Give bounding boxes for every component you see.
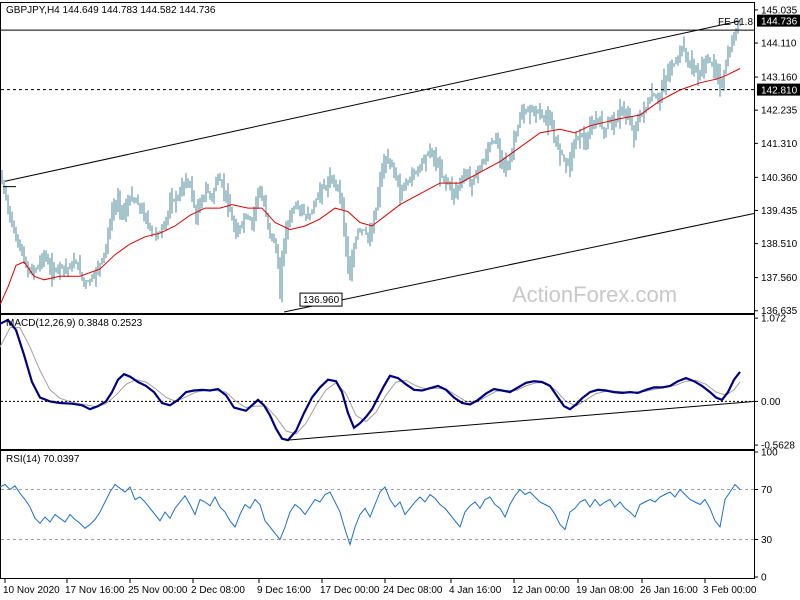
price-tick-label: 140.360 xyxy=(761,173,798,184)
macd-main-line xyxy=(0,318,741,442)
rsi-panel-frame xyxy=(0,450,755,579)
macd-signal-line xyxy=(0,327,741,435)
time-tick-label: 2 Dec 08:00 xyxy=(191,585,245,596)
channel-lower-line xyxy=(283,213,755,313)
last-price-tag: 144.736 xyxy=(757,14,800,28)
price-tick-label: 137.560 xyxy=(761,273,798,284)
rsi-line xyxy=(0,483,741,547)
rsi-y-axis: 100 70 30 0 xyxy=(1,448,778,584)
time-tick-label: 9 Dec 16:00 xyxy=(257,585,311,596)
price-tick-label: 136.635 xyxy=(761,306,798,317)
price-tick-label: 144.110 xyxy=(761,39,797,50)
low-annotation-label: 136.960 xyxy=(303,295,340,306)
macd-panel-frame xyxy=(0,314,755,450)
rsi-tick-label: 30 xyxy=(761,535,773,546)
time-tick-label: 25 Nov 00:00 xyxy=(128,585,188,596)
macd-trendline xyxy=(285,400,756,441)
price-tick-label: 145.035 xyxy=(761,5,798,16)
channel-upper-line xyxy=(4,20,741,182)
time-tick-label: 4 Jan 16:00 xyxy=(449,585,502,596)
price-panel-frame xyxy=(0,2,755,314)
last-price-tag-label: 144.736 xyxy=(761,17,798,28)
rsi-tick-label: 70 xyxy=(761,485,773,496)
level-tag-label: 142.810 xyxy=(761,86,798,97)
watermark: ActionForex.com xyxy=(512,282,677,307)
rsi-header: RSI(14) 70.0397 xyxy=(6,454,80,465)
level-tag: 142.810 xyxy=(757,83,800,97)
time-tick-label: 12 Jan 00:00 xyxy=(512,585,570,596)
time-tick-label: 3 Feb 00:00 xyxy=(703,585,757,596)
price-bars xyxy=(1,18,741,303)
time-axis: 10 Nov 2020 17 Nov 16:00 25 Nov 00:00 2 Dec… xyxy=(3,579,757,596)
macd-tick-label: 0.00 xyxy=(761,397,781,408)
time-tick-label: 17 Dec 00:00 xyxy=(320,585,380,596)
price-header: GBPJPY,H4 144.649 144.783 144.582 144.73… xyxy=(6,5,216,16)
time-tick-label: 24 Dec 08:00 xyxy=(383,585,443,596)
rsi-tick-label: 100 xyxy=(761,448,778,459)
price-tick-label: 141.310 xyxy=(761,139,798,150)
price-trendlines xyxy=(1,20,755,313)
macd-header: MACD(12,26,9) 0.3848 0.2523 xyxy=(6,318,143,329)
time-tick-label: 26 Jan 16:00 xyxy=(640,585,698,596)
macd-tick-label: -0.5628 xyxy=(761,441,795,452)
fib-label: FE 61.8 xyxy=(718,17,753,28)
price-tick-label: 143.160 xyxy=(761,73,798,84)
price-tick-label: 138.510 xyxy=(761,239,798,250)
price-tick-label: 142.235 xyxy=(761,106,798,117)
time-tick-label: 17 Nov 16:00 xyxy=(65,585,125,596)
price-y-axis: 145.035 144.110 143.160 142.235 141.310 140.3… xyxy=(754,5,798,317)
moving-average-line xyxy=(0,68,741,306)
time-tick-label: 19 Jan 08:00 xyxy=(576,585,634,596)
time-tick-label: 10 Nov 2020 xyxy=(3,585,60,596)
price-tick-label: 139.435 xyxy=(761,206,798,217)
low-annotation: 136.960 xyxy=(299,292,343,307)
macd-tick-label: 1.072 xyxy=(761,314,786,325)
macd-y-axis: 1.072 0.00 -0.5628 xyxy=(754,314,795,452)
rsi-tick-label: 0 xyxy=(761,573,767,584)
